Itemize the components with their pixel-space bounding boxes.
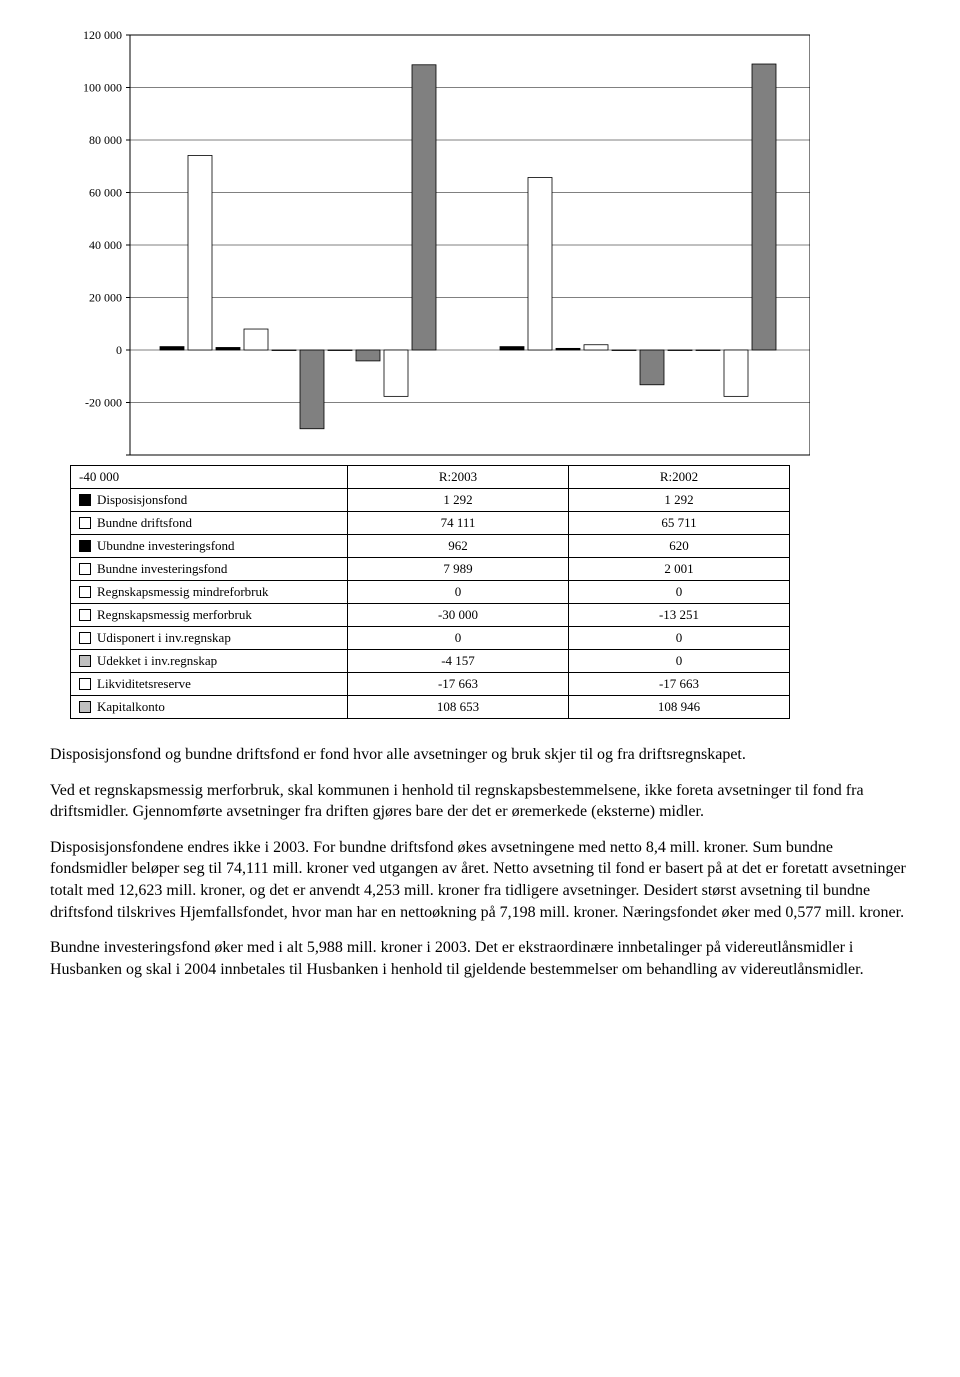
row-value-2: 0 (569, 627, 790, 650)
row-label-cell: Bundne investeringsfond (71, 558, 348, 581)
row-label-cell: Kapitalkonto (71, 696, 348, 719)
table-row: Udisponert i inv.regnskap 00 (71, 627, 790, 650)
row-label-cell: Disposisjonsfond (71, 489, 348, 512)
row-label: Regnskapsmessig mindreforbruk (97, 584, 269, 600)
row-label-cell: Udekket i inv.regnskap (71, 650, 348, 673)
row-value-1: -4 157 (348, 650, 569, 673)
row-label: Udekket i inv.regnskap (97, 653, 217, 669)
header-corner-label: -40 000 (79, 469, 119, 485)
row-value-2: 620 (569, 535, 790, 558)
table-row: Disposisjonsfond 1 2921 292 (71, 489, 790, 512)
header-col-2: R:2002 (569, 466, 790, 489)
row-value-1: -17 663 (348, 673, 569, 696)
legend-marker-icon (79, 494, 91, 506)
legend-marker-icon (79, 517, 91, 529)
svg-text:0: 0 (116, 343, 122, 357)
svg-text:80 000: 80 000 (89, 133, 122, 147)
table-row: Regnskapsmessig mindreforbruk 00 (71, 581, 790, 604)
legend-marker-icon (79, 586, 91, 598)
svg-text:60 000: 60 000 (89, 186, 122, 200)
svg-text:20 000: 20 000 (89, 291, 122, 305)
row-value-1: -30 000 (348, 604, 569, 627)
paragraph-4: Bundne investeringsfond øker med i alt 5… (50, 937, 910, 980)
table-row: Bundne driftsfond 74 11165 711 (71, 512, 790, 535)
row-label-cell: Ubundne investeringsfond (71, 535, 348, 558)
header-col-1: R:2003 (348, 466, 569, 489)
row-label-cell: Bundne driftsfond (71, 512, 348, 535)
legend-marker-icon (79, 563, 91, 575)
row-value-1: 74 111 (348, 512, 569, 535)
row-label: Ubundne investeringsfond (97, 538, 235, 554)
row-value-2: 0 (569, 650, 790, 673)
row-label: Bundne driftsfond (97, 515, 192, 531)
row-value-2: 65 711 (569, 512, 790, 535)
chart-svg: -20 000 0 20 000 40 000 60 000 80 000 100 000 1… (70, 30, 810, 460)
row-label: Kapitalkonto (97, 699, 165, 715)
legend-data-table: -40 000 R:2003 R:2002 Disposisjonsfond 1 … (70, 465, 790, 719)
table-row: Ubundne investeringsfond 962620 (71, 535, 790, 558)
legend-marker-icon (79, 678, 91, 690)
legend-marker-icon (79, 609, 91, 621)
svg-text:40 000: 40 000 (89, 238, 122, 252)
body-text: Disposisjonsfond og bundne driftsfond er… (50, 744, 910, 980)
svg-text:120 000: 120 000 (83, 30, 122, 42)
row-label-cell: Regnskapsmessig mindreforbruk (71, 581, 348, 604)
row-value-1: 0 (348, 581, 569, 604)
table-row: Kapitalkonto 108 653108 946 (71, 696, 790, 719)
paragraph-3: Disposisjonsfondene endres ikke i 2003. … (50, 837, 910, 923)
table-row: Udekket i inv.regnskap -4 1570 (71, 650, 790, 673)
legend-marker-icon (79, 655, 91, 667)
row-label-cell: Regnskapsmessig merforbruk (71, 604, 348, 627)
row-label: Likviditetsreserve (97, 676, 191, 692)
legend-marker-icon (79, 632, 91, 644)
row-value-2: 0 (569, 581, 790, 604)
paragraph-2: Ved et regnskapsmessig merforbruk, skal … (50, 780, 910, 823)
row-value-2: 2 001 (569, 558, 790, 581)
svg-text:100 000: 100 000 (83, 81, 122, 95)
row-value-1: 1 292 (348, 489, 569, 512)
row-value-2: -13 251 (569, 604, 790, 627)
row-label-cell: Udisponert i inv.regnskap (71, 627, 348, 650)
row-label: Disposisjonsfond (97, 492, 187, 508)
row-value-2: 108 946 (569, 696, 790, 719)
row-value-2: 1 292 (569, 489, 790, 512)
row-value-1: 962 (348, 535, 569, 558)
table-row: Regnskapsmessig merforbruk -30 000-13 251 (71, 604, 790, 627)
row-label-cell: Likviditetsreserve (71, 673, 348, 696)
row-label: Regnskapsmessig merforbruk (97, 607, 252, 623)
paragraph-1: Disposisjonsfond og bundne driftsfond er… (50, 744, 910, 766)
row-value-1: 7 989 (348, 558, 569, 581)
legend-marker-icon (79, 701, 91, 713)
svg-text:-20 000: -20 000 (85, 396, 122, 410)
header-corner: -40 000 (71, 466, 348, 489)
table-row: Bundne investeringsfond 7 9892 001 (71, 558, 790, 581)
bar-chart: -20 000 0 20 000 40 000 60 000 80 000 100 000 1… (70, 30, 790, 460)
table-row: Likviditetsreserve -17 663-17 663 (71, 673, 790, 696)
table-header-row: -40 000 R:2003 R:2002 (71, 466, 790, 489)
row-value-2: -17 663 (569, 673, 790, 696)
row-label: Bundne investeringsfond (97, 561, 227, 577)
row-value-1: 108 653 (348, 696, 569, 719)
row-label: Udisponert i inv.regnskap (97, 630, 231, 646)
legend-marker-icon (79, 540, 91, 552)
row-value-1: 0 (348, 627, 569, 650)
